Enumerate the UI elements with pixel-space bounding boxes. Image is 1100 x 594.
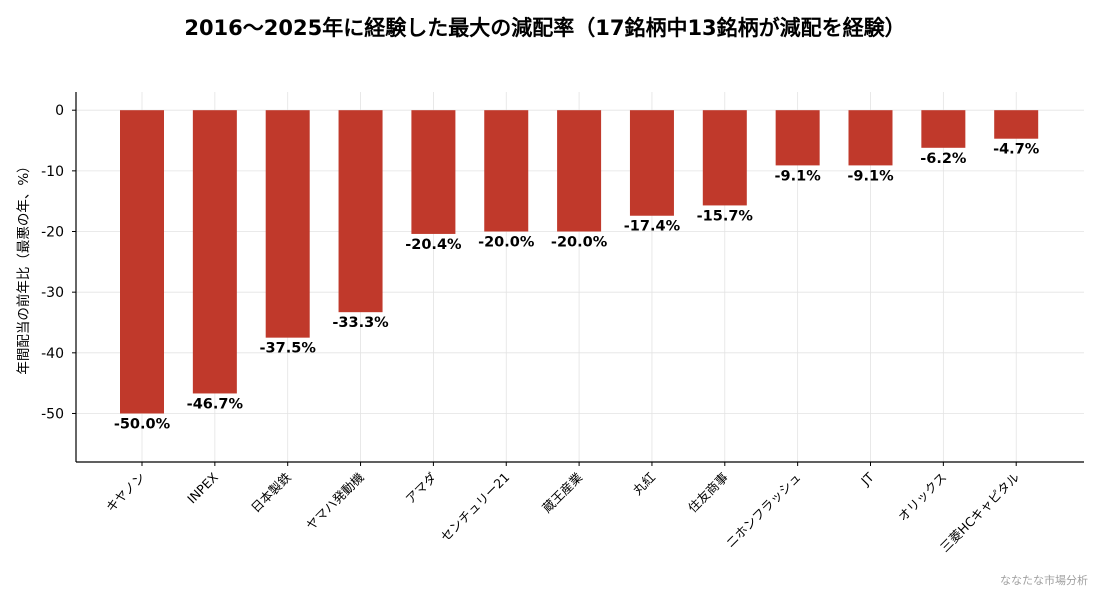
x-tick-label: 日本製鉄 — [248, 469, 294, 515]
bar-value-label: -46.7% — [187, 396, 244, 412]
bar — [994, 110, 1039, 139]
x-tick-label: JT — [857, 469, 877, 489]
bar — [192, 110, 237, 394]
x-tick-label: ニホンフラッシュ — [723, 470, 804, 551]
x-tick-label: ヤマハ発動機 — [303, 469, 367, 533]
y-tick-labels: 0 -10 -20 -30 -40 -50 — [41, 103, 76, 422]
chart-title: 2016〜2025年に経験した最大の減配率（17銘柄中13銘柄が減配を経験） — [184, 16, 906, 40]
y-tick-label: -50 — [41, 406, 64, 422]
bar — [921, 110, 966, 148]
bar — [411, 110, 456, 234]
watermark: ななたな市場分析 — [1000, 574, 1088, 587]
bar — [265, 110, 310, 338]
bar-value-label: -50.0% — [114, 416, 171, 432]
bar-value-label: -17.4% — [624, 219, 681, 235]
bar-value-label: -15.7% — [697, 208, 754, 224]
bar-value-label: -6.2% — [920, 151, 967, 167]
bar-value-label: -9.1% — [847, 168, 894, 184]
bar — [629, 110, 674, 216]
bar — [848, 110, 893, 166]
x-tick-label: アマダ — [402, 470, 439, 507]
bar — [120, 110, 164, 414]
bar — [775, 110, 820, 166]
bar-value-label: -37.5% — [260, 341, 317, 357]
bar-value-label: -4.7% — [993, 142, 1040, 158]
bar — [484, 110, 529, 232]
bars — [120, 110, 1039, 414]
x-tick-label: INPEX — [184, 469, 221, 506]
y-tick-label: -40 — [41, 346, 64, 362]
y-tick-label: 0 — [55, 103, 64, 119]
y-axis-label: 年間配当の前年比（最悪の年、%） — [15, 159, 32, 374]
x-tick-label: キヤノン — [103, 470, 148, 515]
bar-value-label: -9.1% — [775, 168, 822, 184]
x-tick-label: 蔵王産業 — [539, 469, 585, 515]
axes — [75, 92, 1084, 463]
x-tick-label: 住友商事 — [685, 470, 731, 516]
y-tick-label: -30 — [41, 285, 64, 301]
bar-value-label: -20.4% — [405, 237, 462, 253]
bar-value-label: -20.0% — [551, 235, 608, 251]
bar — [557, 110, 602, 232]
x-tick-label: オリックス — [895, 470, 950, 525]
bar — [702, 110, 747, 206]
y-tick-label: -20 — [41, 225, 64, 241]
bar — [338, 110, 383, 313]
x-tick-label: 丸紅 — [630, 470, 658, 498]
y-tick-label: -10 — [41, 164, 64, 180]
bar-value-label: -20.0% — [478, 235, 535, 251]
data-labels: -50.0% -46.7% -37.5% -33.3% -20.4% -20.0% -20.… — [114, 142, 1040, 433]
x-tick-label: 三菱HCキャピタル — [937, 470, 1022, 555]
x-tick-label: センチュリー21 — [437, 470, 512, 545]
bar-value-label: -33.3% — [332, 315, 389, 331]
